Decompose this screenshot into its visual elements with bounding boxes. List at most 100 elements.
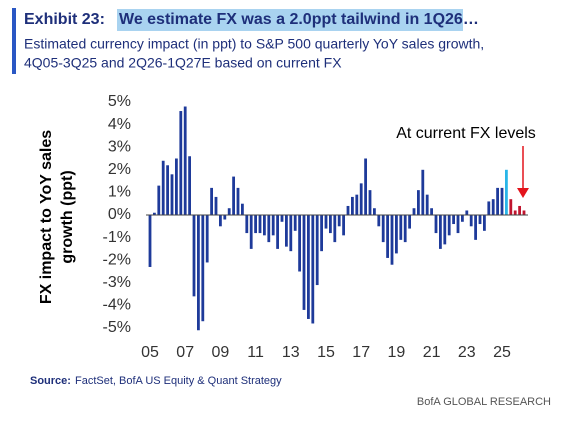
bar — [263, 215, 266, 236]
bar — [183, 106, 187, 215]
bar — [456, 215, 460, 234]
exhibit-label: Exhibit 23: — [24, 11, 105, 28]
bar — [359, 183, 363, 215]
bar — [175, 158, 178, 215]
subtitle: Estimated currency impact (in ppt) to S&… — [24, 36, 484, 52]
bar — [496, 187, 499, 215]
bar — [412, 208, 416, 215]
bar — [210, 187, 213, 215]
bar — [452, 215, 455, 225]
x-tick-label: 19 — [388, 344, 406, 361]
bar — [386, 215, 389, 258]
chart-title: We estimate FX was a 2.0ppt tailwind in … — [119, 11, 479, 28]
annotation: At current FX levels — [396, 125, 536, 142]
bar — [425, 194, 429, 215]
x-tick-label: 09 — [212, 344, 230, 361]
bar — [329, 215, 332, 234]
bar — [205, 215, 209, 263]
bar — [302, 215, 306, 310]
x-tick-label: 23 — [458, 344, 476, 361]
y-tick-label: -3% — [103, 274, 131, 291]
y-tick-label: -5% — [103, 319, 131, 336]
bar — [461, 215, 464, 222]
bar — [315, 215, 319, 286]
bar — [188, 156, 191, 215]
bar — [223, 215, 227, 220]
subtitle: 4Q05-3Q25 and 2Q26-1Q27E based on curren… — [24, 55, 342, 71]
bar — [311, 215, 315, 324]
bar — [289, 215, 293, 252]
x-tick-label: 17 — [352, 344, 370, 361]
y-tick-label: -2% — [103, 251, 131, 268]
bar — [395, 215, 398, 254]
bar — [443, 215, 447, 245]
x-tick-label: 07 — [176, 344, 194, 361]
bar — [487, 201, 491, 215]
y-tick-label: 3% — [108, 138, 131, 155]
bar — [346, 205, 350, 215]
bar — [505, 169, 508, 215]
bar — [469, 215, 473, 227]
bar — [201, 215, 205, 322]
bar — [417, 190, 420, 215]
bar — [249, 215, 253, 249]
bar — [197, 215, 200, 331]
bar — [373, 208, 376, 215]
bar — [430, 208, 433, 215]
bar — [157, 185, 161, 215]
bar — [148, 215, 152, 267]
bar — [355, 194, 359, 215]
x-tick-label: 11 — [247, 344, 264, 361]
source-label: Source: — [30, 375, 71, 387]
y-axis-label: FX impact to YoY sales — [38, 130, 55, 304]
bar — [483, 215, 486, 231]
bar — [447, 215, 451, 236]
annotation-arrow — [517, 146, 529, 198]
y-tick-label: 5% — [108, 93, 131, 110]
bar — [513, 210, 517, 215]
bar — [236, 187, 240, 215]
x-tick-label: 05 — [141, 344, 159, 361]
x-tick-label: 13 — [282, 344, 300, 361]
bar — [390, 215, 394, 265]
bar — [258, 215, 262, 234]
bar — [271, 215, 275, 236]
bar — [439, 215, 442, 249]
bar — [166, 165, 169, 215]
y-axis-label: growth (ppt) — [59, 170, 76, 263]
bar — [276, 215, 279, 249]
footer: BofA GLOBAL RESEARCH — [417, 396, 551, 408]
bar — [241, 203, 244, 215]
title-highlight — [117, 9, 463, 31]
bar — [298, 215, 301, 272]
bar — [267, 215, 271, 243]
bar — [245, 215, 249, 234]
y-tick-label: 1% — [108, 184, 131, 201]
bar — [478, 215, 482, 225]
bar — [232, 176, 235, 215]
bar — [509, 199, 513, 215]
bar — [320, 215, 323, 252]
bar — [399, 215, 403, 240]
bar — [254, 215, 257, 234]
bar — [337, 215, 341, 227]
y-tick-label: -4% — [103, 297, 131, 314]
bar — [522, 210, 526, 215]
bar — [153, 212, 156, 215]
bar — [342, 215, 345, 236]
bar — [161, 160, 165, 215]
bar — [465, 210, 469, 215]
bar — [192, 215, 196, 297]
accent-bar — [12, 8, 16, 74]
bar — [381, 215, 385, 243]
bar — [179, 111, 183, 215]
bar — [408, 215, 411, 229]
bar — [368, 190, 372, 215]
y-tick-label: 2% — [108, 161, 131, 178]
bar — [280, 215, 284, 222]
bar — [434, 215, 438, 234]
bar — [219, 215, 222, 227]
bar — [403, 215, 407, 243]
bar — [214, 196, 218, 215]
